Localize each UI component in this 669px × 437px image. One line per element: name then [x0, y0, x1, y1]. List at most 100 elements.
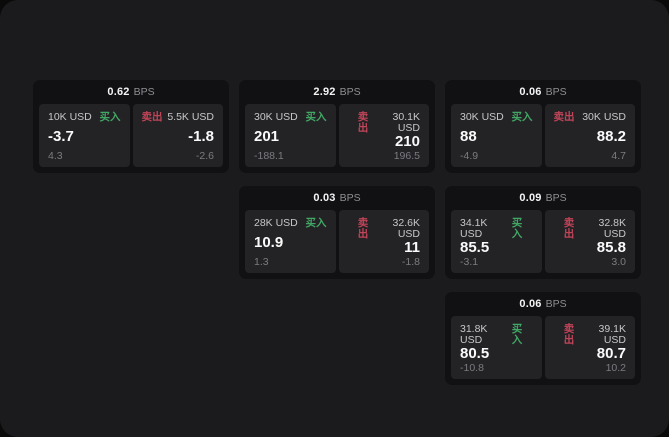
buy-price: 201 — [254, 128, 280, 145]
buy-price: 88 — [460, 128, 477, 145]
sell-sub-value: 196.5 — [393, 149, 420, 162]
quote-card: 0.62 BPS 10K USD 买入 -3.7 4.3 卖出 5.5K USD — [33, 80, 229, 173]
sell-tile-header: 卖出 32.8K USD — [554, 217, 626, 240]
buy-tile-header: 28K USD 买入 — [254, 218, 327, 229]
buy-side-label: 买入 — [305, 217, 327, 229]
sell-sub-value: 3.0 — [611, 255, 626, 268]
buy-sub-value: -3.1 — [460, 255, 479, 268]
card-header: 0.62 BPS — [33, 80, 229, 104]
bps-unit-label: BPS — [339, 86, 361, 98]
buy-price: 80.5 — [460, 345, 490, 363]
buy-tile[interactable]: 28K USD 买入 10.9 1.3 — [245, 210, 336, 273]
quote-card: 0.06 BPS 31.8K USD 买入 80.5 -10.8 卖出 39.1… — [445, 292, 641, 385]
buy-amount: 10K USD — [48, 111, 92, 123]
card-body: 10K USD 买入 -3.7 4.3 卖出 5.5K USD -1.8 -2.… — [33, 104, 229, 173]
buy-tile-header: 10K USD 买入 — [48, 112, 121, 123]
bps-unit-label: BPS — [545, 298, 567, 310]
card-body: 28K USD 买入 10.9 1.3 卖出 32.6K USD 11 -1.8 — [239, 210, 435, 279]
buy-sub-value: -4.9 — [460, 149, 479, 162]
card-body: 30K USD 买入 201 -188.1 卖出 30.1K USD 210 1… — [239, 104, 435, 173]
bps-value: 0.62 — [107, 86, 130, 98]
sell-side-label: 卖出 — [563, 217, 575, 240]
sell-side-label: 卖出 — [357, 111, 369, 134]
buy-amount: 34.1K USD — [460, 217, 488, 240]
sell-tile-header: 卖出 30.1K USD — [348, 111, 420, 134]
buy-price: 10.9 — [254, 234, 284, 251]
sell-side-label: 卖出 — [553, 111, 575, 123]
buy-amount: 30K USD — [254, 111, 298, 123]
sell-sub-value: -2.6 — [195, 149, 214, 162]
buy-side-label: 买入 — [305, 111, 327, 123]
buy-tile[interactable]: 34.1K USD 买入 85.5 -3.1 — [451, 210, 542, 273]
card-body: 31.8K USD 买入 80.5 -10.8 卖出 39.1K USD 80.… — [445, 316, 641, 385]
sell-tile[interactable]: 卖出 5.5K USD -1.8 -2.6 — [132, 104, 223, 167]
sell-amount: 5.5K USD — [167, 111, 214, 123]
sell-sub-value: 4.7 — [611, 149, 626, 162]
buy-side-label: 买入 — [99, 111, 121, 123]
sell-price: 85.8 — [596, 239, 626, 257]
sell-amount: 39.1K USD — [598, 323, 626, 346]
buy-sub-value: -10.8 — [460, 361, 484, 374]
sell-tile-header: 卖出 30K USD — [554, 112, 627, 123]
sell-price: 88.2 — [596, 128, 626, 145]
buy-tile-header: 30K USD 买入 — [254, 112, 327, 123]
sell-sub-value: -1.8 — [401, 255, 420, 268]
sell-price: 80.7 — [596, 345, 626, 363]
quote-card: 0.06 BPS 30K USD 买入 88 -4.9 卖出 30K USD — [445, 80, 641, 173]
buy-side-label: 买入 — [511, 323, 523, 346]
bps-value: 0.03 — [313, 192, 336, 204]
sell-tile[interactable]: 卖出 30.1K USD 210 196.5 — [338, 104, 429, 167]
bps-unit-label: BPS — [545, 86, 567, 98]
quote-card: 0.09 BPS 34.1K USD 买入 85.5 -3.1 卖出 32.8K… — [445, 186, 641, 279]
card-header: 0.09 BPS — [445, 186, 641, 210]
bps-unit-label: BPS — [545, 192, 567, 204]
sell-tile[interactable]: 卖出 32.8K USD 85.8 3.0 — [544, 210, 635, 273]
sell-tile-header: 卖出 32.6K USD — [348, 217, 420, 240]
card-header: 2.92 BPS — [239, 80, 435, 104]
buy-amount: 31.8K USD — [460, 323, 488, 346]
sell-price: 210 — [394, 133, 420, 151]
sell-amount: 30.1K USD — [392, 111, 420, 134]
buy-tile[interactable]: 10K USD 买入 -3.7 4.3 — [39, 104, 130, 167]
quote-card: 2.92 BPS 30K USD 买入 201 -188.1 卖出 30.1K … — [239, 80, 435, 173]
card-body: 34.1K USD 买入 85.5 -3.1 卖出 32.8K USD 85.8… — [445, 210, 641, 279]
sell-amount: 32.6K USD — [392, 217, 420, 240]
buy-tile[interactable]: 30K USD 买入 201 -188.1 — [245, 104, 336, 167]
bps-value: 0.06 — [519, 86, 542, 98]
sell-tile[interactable]: 卖出 39.1K USD 80.7 10.2 — [544, 316, 635, 379]
quotes-grid: 0.62 BPS 10K USD 买入 -3.7 4.3 卖出 5.5K USD — [33, 80, 641, 385]
sell-amount: 30K USD — [582, 111, 626, 123]
quote-card: 0.03 BPS 28K USD 买入 10.9 1.3 卖出 32.6K US… — [239, 186, 435, 279]
bps-unit-label: BPS — [339, 192, 361, 204]
sell-side-label: 卖出 — [357, 217, 369, 240]
buy-amount: 30K USD — [460, 111, 504, 123]
buy-price: -3.7 — [48, 128, 74, 145]
bps-value: 0.09 — [519, 192, 542, 204]
buy-tile-header: 31.8K USD 买入 — [460, 324, 533, 345]
sell-price: 11 — [404, 239, 420, 257]
sell-tile[interactable]: 卖出 30K USD 88.2 4.7 — [544, 104, 635, 167]
buy-side-label: 买入 — [511, 111, 533, 123]
sell-price: -1.8 — [188, 128, 214, 145]
sell-sub-value: 10.2 — [605, 361, 626, 374]
bps-value: 0.06 — [519, 298, 542, 310]
buy-price: 85.5 — [460, 239, 490, 257]
buy-tile-header: 34.1K USD 买入 — [460, 218, 533, 239]
sell-tile-header: 卖出 5.5K USD — [142, 112, 215, 123]
card-header: 0.03 BPS — [239, 186, 435, 210]
buy-tile[interactable]: 31.8K USD 买入 80.5 -10.8 — [451, 316, 542, 379]
buy-side-label: 买入 — [511, 217, 523, 240]
buy-amount: 28K USD — [254, 217, 298, 229]
buy-tile[interactable]: 30K USD 买入 88 -4.9 — [451, 104, 542, 167]
buy-sub-value: 1.3 — [254, 255, 269, 268]
sell-side-label: 卖出 — [141, 111, 163, 123]
buy-sub-value: 4.3 — [48, 149, 63, 162]
sell-side-label: 卖出 — [563, 323, 575, 346]
sell-tile-header: 卖出 39.1K USD — [554, 323, 626, 346]
sell-tile[interactable]: 卖出 32.6K USD 11 -1.8 — [338, 210, 429, 273]
buy-sub-value: -188.1 — [254, 149, 284, 162]
bps-unit-label: BPS — [133, 86, 155, 98]
card-header: 0.06 BPS — [445, 292, 641, 316]
card-body: 30K USD 买入 88 -4.9 卖出 30K USD 88.2 4.7 — [445, 104, 641, 173]
